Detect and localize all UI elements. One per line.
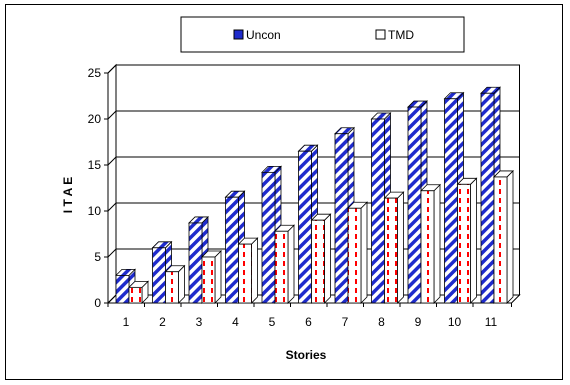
legend: Uncon TMD [180, 16, 465, 53]
bar-front [152, 247, 166, 304]
y-tick-label: 25 [88, 66, 102, 80]
x-tick-label: 1 [123, 315, 130, 329]
bar-front [274, 230, 289, 304]
bar-front [347, 207, 362, 304]
bar-tmd-7 [347, 201, 368, 304]
side-wall [107, 63, 117, 305]
bar-front [480, 92, 495, 304]
x-tick-label: 4 [232, 315, 239, 329]
x-axis-title: Stories [286, 348, 327, 362]
bar-tmd-2 [164, 264, 186, 304]
bar-side [397, 191, 404, 304]
x-tick-label: 11 [485, 315, 498, 329]
bar-front [115, 274, 130, 304]
y-tick-label: 10 [88, 204, 102, 218]
gridline [107, 64, 520, 74]
x-tick-label: 5 [269, 315, 276, 329]
bar-tmd-10 [456, 177, 478, 304]
bar-side [214, 250, 222, 304]
x-tick-label: 9 [415, 315, 422, 329]
bar-side [324, 213, 331, 304]
bar-side [287, 224, 295, 304]
bar-tmd-9 [420, 183, 441, 304]
x-tick-label: 2 [159, 315, 166, 329]
bar-front [444, 98, 458, 304]
bar-front [188, 222, 203, 304]
legend-label-uncon: Uncon [246, 28, 281, 42]
bar-front [238, 243, 252, 304]
gridline [107, 110, 520, 120]
legend-box [180, 16, 465, 53]
y-tick-label: 5 [94, 250, 101, 264]
y-tick-label: 20 [88, 112, 102, 126]
legend-label-tmd: TMD [388, 28, 414, 42]
bar-front [201, 256, 216, 304]
bar-side [433, 183, 441, 304]
bar-front [261, 171, 276, 304]
x-tick-label: 6 [305, 315, 312, 329]
bar-front [493, 176, 508, 304]
x-tick-label: 3 [196, 315, 203, 329]
legend-swatch-tmd [375, 29, 386, 40]
bar-front [298, 150, 312, 304]
y-tick-label: 0 [94, 296, 101, 310]
bar-side [506, 169, 514, 304]
bar-tmd-4 [237, 237, 259, 304]
bar-front [371, 118, 385, 304]
bar-tmd-11 [493, 169, 514, 304]
bar-tmd-6 [310, 213, 332, 304]
bar-side [251, 237, 258, 304]
bar-front [457, 183, 471, 304]
bar-front [384, 197, 398, 304]
tick-labels: 0 5 10 15 20 25 1 2 3 4 5 6 7 8 9 10 11 [88, 66, 498, 329]
bar-front [225, 196, 239, 304]
bar-tmd-5 [274, 224, 295, 304]
legend-swatch-uncon [233, 29, 244, 40]
x-tick-label: 7 [342, 315, 349, 329]
bar-side [360, 201, 368, 304]
bar-front [407, 106, 422, 304]
bar-front [128, 286, 143, 304]
x-tick-label: 8 [378, 315, 385, 329]
bar-tmd-3 [201, 250, 222, 304]
bar-side [470, 177, 477, 304]
bar-front [311, 219, 325, 304]
bar-front [420, 190, 435, 304]
bar-tmd-8 [383, 191, 405, 304]
x-tick-label: 10 [448, 315, 462, 329]
y-axis-title: I T A E [61, 177, 75, 213]
y-tick-label: 15 [88, 158, 102, 172]
bar-tmd-1 [128, 280, 149, 304]
bar-front [165, 271, 179, 304]
bars [115, 86, 514, 304]
bar-front [334, 133, 349, 304]
